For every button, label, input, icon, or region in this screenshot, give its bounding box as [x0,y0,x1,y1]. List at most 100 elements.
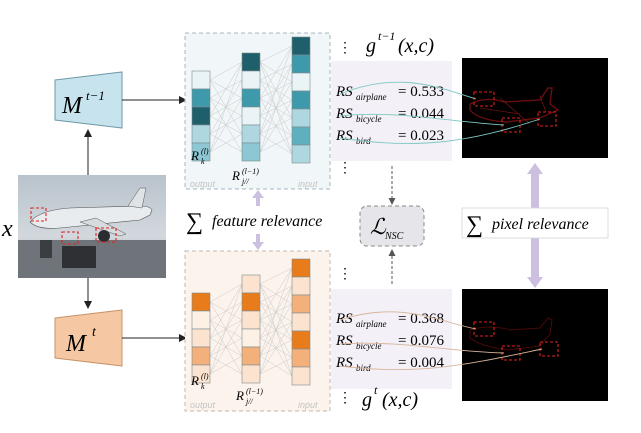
output-curr: g t (x,c) [362,383,418,411]
top-neuron-cell [241,70,261,90]
output-prev-sup: t−1 [378,29,395,43]
prev-score-class: airplane [356,92,387,102]
top-panel-columns [191,36,311,164]
bottom-neuron-cell [291,258,311,278]
ellipsis-bottom-2: ⋮ [338,391,352,406]
bottom-connection-line [209,319,243,375]
loss-symbol: ℒ [370,214,387,239]
top-neuron-cell [191,70,211,90]
prev-score-value: = 0.023 [398,128,444,144]
bottom-connection-line [209,355,243,375]
top-panel-connections [209,45,293,155]
bottom-neuron-cell [191,346,211,366]
curr-score-class: airplane [356,319,387,329]
bottom-right-label-sup: (l−1) [246,387,263,396]
bottom-neuron-cell [191,310,211,330]
prev-score-label: RS [335,106,353,122]
bottom-left-label-sup: (l) [201,372,209,381]
curr-score-label: RS [335,355,353,371]
prev-score-label: RS [335,128,353,144]
bottom-connection-line [209,283,243,375]
bottom-neuron-cell [241,364,261,384]
top-neuron-cell [191,142,211,162]
output-curr-sup: t [374,383,378,397]
output-curr-args: (x,c) [382,389,418,411]
top-neuron-cell [291,108,311,128]
pixel-relevance-text: pixel relevance [491,216,589,233]
model-curr-sup: t [92,325,97,340]
bottom-neuron-cell [191,364,211,384]
bottom-neuron-cell [241,310,261,330]
bottom-neuron-cell [291,330,311,350]
input-symbol: x [1,216,13,242]
top-neuron-cell [241,106,261,126]
bottom-right-label-sub: j// [245,397,253,406]
bottom-neuron-cell [241,346,261,366]
top-connection-line [259,45,293,63]
top-connection-line [209,61,243,117]
bottom-left-label-sub: k [201,382,205,391]
heatmap-curr [462,289,608,401]
top-connection-line [259,45,293,135]
top-neuron-cell [241,142,261,162]
top-left-label-sup: (l) [201,147,209,156]
top-neuron-cell [291,126,311,146]
ellipsis-top-1: ⋮ [338,41,352,56]
bottom-panel-columns [191,258,311,386]
bottom-connection-line [209,283,243,339]
curr-score-class: bicycle [356,341,381,351]
top-left-label-sub: k [201,157,205,166]
bottom-connection-line [259,267,293,321]
bottom-neuron-cell [291,366,311,386]
bottom-neuron-cell [241,274,261,294]
bottom-neuron-cell [191,292,211,312]
bottom-connection-line [259,267,293,285]
output-prev-args: (x,c) [398,35,434,57]
top-neuron-cell [291,144,311,164]
top-caption-input: input [298,179,318,189]
top-left-label-base: R [190,148,199,163]
output-prev: g t−1 (x,c) [366,29,434,57]
top-relevance-panel: R k (l) R j// (l−1) output input [184,32,331,190]
ellipsis-top-2: ⋮ [338,161,352,176]
ellipsis-bottom-1: ⋮ [338,267,352,282]
top-connection-line [209,61,243,153]
top-neuron-cell [291,54,311,74]
output-curr-func: g [362,389,372,411]
top-neuron-cell [241,88,261,108]
prev-score-value: = 0.533 [398,84,444,100]
top-neuron-cell [191,124,211,144]
model-curr-base: M [65,331,88,357]
top-connection-line [209,97,243,153]
top-connection-line [259,135,293,153]
bottom-left-label-base: R [190,373,199,388]
bottom-caption-output: output [190,400,216,410]
bottom-relevance-panel: R k (l) R j// (l−1) output input [184,250,331,412]
top-connection-line [209,133,243,153]
pixel-relevance-label: ∑ pixel relevance [461,207,609,239]
prev-score-class: bicycle [356,114,381,124]
model-prev-base: M [61,93,84,119]
bottom-connection-line [259,321,293,375]
top-right-label-sup: (l−1) [242,167,259,176]
bottom-neuron-cell [291,276,311,296]
top-connection-line [259,45,293,99]
top-connection-line [259,63,293,153]
bottom-caption-input: input [298,400,318,410]
loss-box: ℒ NSC [359,205,425,247]
feature-relevance-sigma: ∑ [186,209,203,235]
bottom-connection-line [259,267,293,357]
output-prev-func: g [366,35,376,57]
top-right-label-sub: j// [241,177,249,186]
prev-score-value: = 0.044 [398,106,444,122]
top-neuron-cell [191,106,211,126]
bottom-neuron-cell [191,328,211,348]
bottom-connection-line [209,283,243,303]
bottom-connection-line [259,357,293,375]
bottom-neuron-cell [241,292,261,312]
model-prev: M t−1 [54,71,123,129]
top-caption-output: output [190,179,216,189]
score-to-heatmap-links [339,81,543,371]
